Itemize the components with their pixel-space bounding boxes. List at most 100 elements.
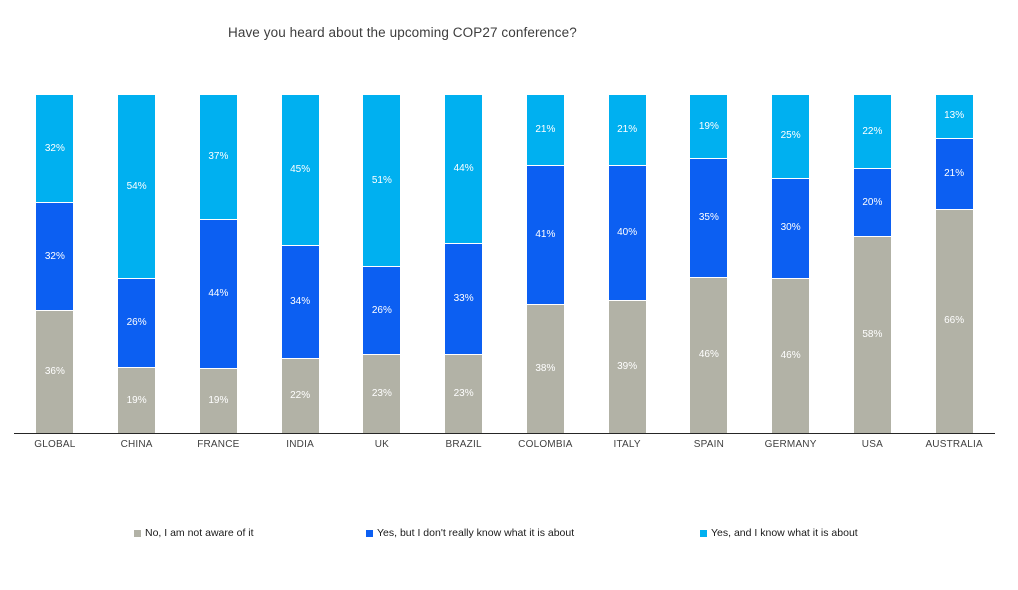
- bar-segment: 46%: [690, 277, 728, 433]
- bar-segment: 37%: [199, 95, 237, 221]
- legend-label: Yes, but I don't really know what it is …: [377, 527, 575, 539]
- bar-column: 19% 35% 46%: [668, 95, 750, 433]
- bar-segment: 19%: [118, 368, 156, 433]
- x-axis-label: FRANCE: [197, 439, 240, 450]
- segment-value-label: 40%: [617, 227, 638, 239]
- bar-segment: 22%: [281, 359, 319, 433]
- segment-value-label: 22%: [862, 125, 883, 137]
- segment-value-label: 20%: [862, 196, 883, 208]
- bar-segment: 34%: [281, 245, 319, 360]
- legend-swatch-icon: [366, 529, 373, 537]
- bar-column: 32% 32% 36%: [14, 95, 96, 433]
- bar-column: 13% 21% 66%: [913, 95, 995, 433]
- legend-swatch-icon: [134, 529, 141, 537]
- segment-value-label: 38%: [535, 362, 556, 374]
- bar-segment: 25%: [772, 95, 810, 179]
- x-axis-label: COLOMBIA: [518, 439, 573, 450]
- segment-value-label: 58%: [862, 328, 883, 340]
- x-axis-labels: GLOBAL CHINA FRANCE INDIA UK BRAZIL COLOMBIA IT…: [14, 439, 995, 450]
- stacked-bar: 45% 34% 22%: [281, 95, 319, 433]
- stacked-bar: 25% 30% 46%: [772, 95, 810, 433]
- x-axis-line: [14, 433, 995, 434]
- segment-value-label: 21%: [944, 167, 965, 179]
- x-axis-label: UK: [374, 439, 390, 450]
- x-axis-label: BRAZIL: [445, 439, 482, 450]
- bar-segment: 19%: [690, 95, 728, 160]
- segment-value-label: 23%: [453, 388, 474, 400]
- segment-value-label: 32%: [44, 142, 65, 154]
- x-axis-label: ITALY: [613, 439, 641, 450]
- bar-segment: 13%: [935, 95, 973, 139]
- bar-segment: 19%: [199, 368, 237, 433]
- bar-segment: 21%: [608, 95, 646, 166]
- bar-segment: 41%: [526, 165, 564, 305]
- bar-segment: 23%: [363, 355, 401, 433]
- bar-column: 21% 40% 39%: [586, 95, 668, 433]
- stacked-bar: 51% 26% 23%: [363, 95, 401, 433]
- chart-title: Have you heard about the upcoming COP27 …: [228, 25, 577, 40]
- bar-segment: 33%: [445, 243, 483, 356]
- bar-segment: 38%: [526, 304, 564, 433]
- bar-segment: 45%: [281, 95, 319, 246]
- bar-segment: 20%: [853, 169, 891, 237]
- bar-segment: 22%: [853, 95, 891, 170]
- segment-value-label: 54%: [126, 180, 147, 192]
- x-axis-label: GLOBAL: [34, 439, 76, 450]
- legend: No, I am not aware of it Yes, but I don't…: [0, 527, 1018, 543]
- stacked-bar: 37% 44% 19%: [199, 95, 237, 433]
- segment-value-label: 39%: [617, 361, 638, 373]
- bar-segment: 36%: [36, 311, 74, 433]
- bar-segment: 32%: [36, 95, 74, 204]
- legend-swatch-icon: [700, 529, 707, 537]
- stacked-bar: 21% 41% 38%: [526, 95, 564, 433]
- segment-value-label: 26%: [371, 304, 392, 316]
- bar-segment: 23%: [445, 355, 483, 433]
- segment-value-label: 37%: [208, 151, 229, 163]
- x-axis-label: USA: [861, 439, 883, 450]
- segment-value-label: 35%: [698, 211, 719, 223]
- segment-value-label: 32%: [44, 250, 65, 262]
- stacked-bar: 54% 26% 19%: [118, 95, 156, 433]
- segment-value-label: 22%: [290, 390, 311, 402]
- bar-column: 51% 26% 23%: [341, 95, 423, 433]
- legend-item: No, I am not aware of it: [134, 527, 254, 539]
- bar-column: 37% 44% 19%: [178, 95, 260, 433]
- legend-item: Yes, but I don't really know what it is …: [366, 527, 574, 539]
- segment-value-label: 44%: [453, 162, 474, 174]
- stacked-bar: 22% 20% 58%: [853, 95, 891, 433]
- stacked-bar: 19% 35% 46%: [690, 95, 728, 433]
- segment-value-label: 46%: [698, 349, 719, 361]
- segment-value-label: 51%: [371, 174, 392, 186]
- bar-segment: 40%: [608, 166, 646, 302]
- plot-area: 32% 32% 36% 54% 26% 19% 37% 44% 19% 45% 34% 22% 51% 2…: [14, 95, 995, 455]
- stacked-bar: 32% 32% 36%: [36, 95, 74, 433]
- bar-segment: 21%: [526, 95, 564, 166]
- segment-value-label: 23%: [371, 388, 392, 400]
- segment-value-label: 44%: [208, 287, 229, 299]
- bar-column: 54% 26% 19%: [96, 95, 178, 433]
- stacked-bar: 44% 33% 23%: [445, 95, 483, 433]
- x-axis-label: CHINA: [120, 439, 153, 450]
- bar-column: 22% 20% 58%: [832, 95, 914, 433]
- segment-value-label: 19%: [698, 120, 719, 132]
- bar-segment: 44%: [199, 220, 237, 369]
- x-axis-label: AUSTRALIA: [925, 439, 983, 450]
- segment-value-label: 19%: [208, 394, 229, 406]
- segment-value-label: 30%: [780, 222, 801, 234]
- bar-segment: 30%: [772, 178, 810, 280]
- bar-segment: 44%: [445, 95, 483, 244]
- bar-segment: 51%: [363, 95, 401, 268]
- segment-value-label: 21%: [535, 124, 556, 135]
- bar-segment: 32%: [36, 203, 74, 312]
- bar-segment: 46%: [772, 279, 810, 433]
- segment-value-label: 34%: [290, 296, 311, 307]
- x-axis-label: GERMANY: [764, 439, 817, 450]
- segment-value-label: 66%: [944, 315, 965, 327]
- stacked-bar: 21% 40% 39%: [608, 95, 646, 433]
- segment-value-label: 33%: [453, 293, 474, 304]
- legend-label: No, I am not aware of it: [145, 527, 254, 539]
- bar-column: 44% 33% 23%: [423, 95, 505, 433]
- segment-value-label: 26%: [126, 317, 147, 329]
- bar-segment: 26%: [363, 267, 401, 356]
